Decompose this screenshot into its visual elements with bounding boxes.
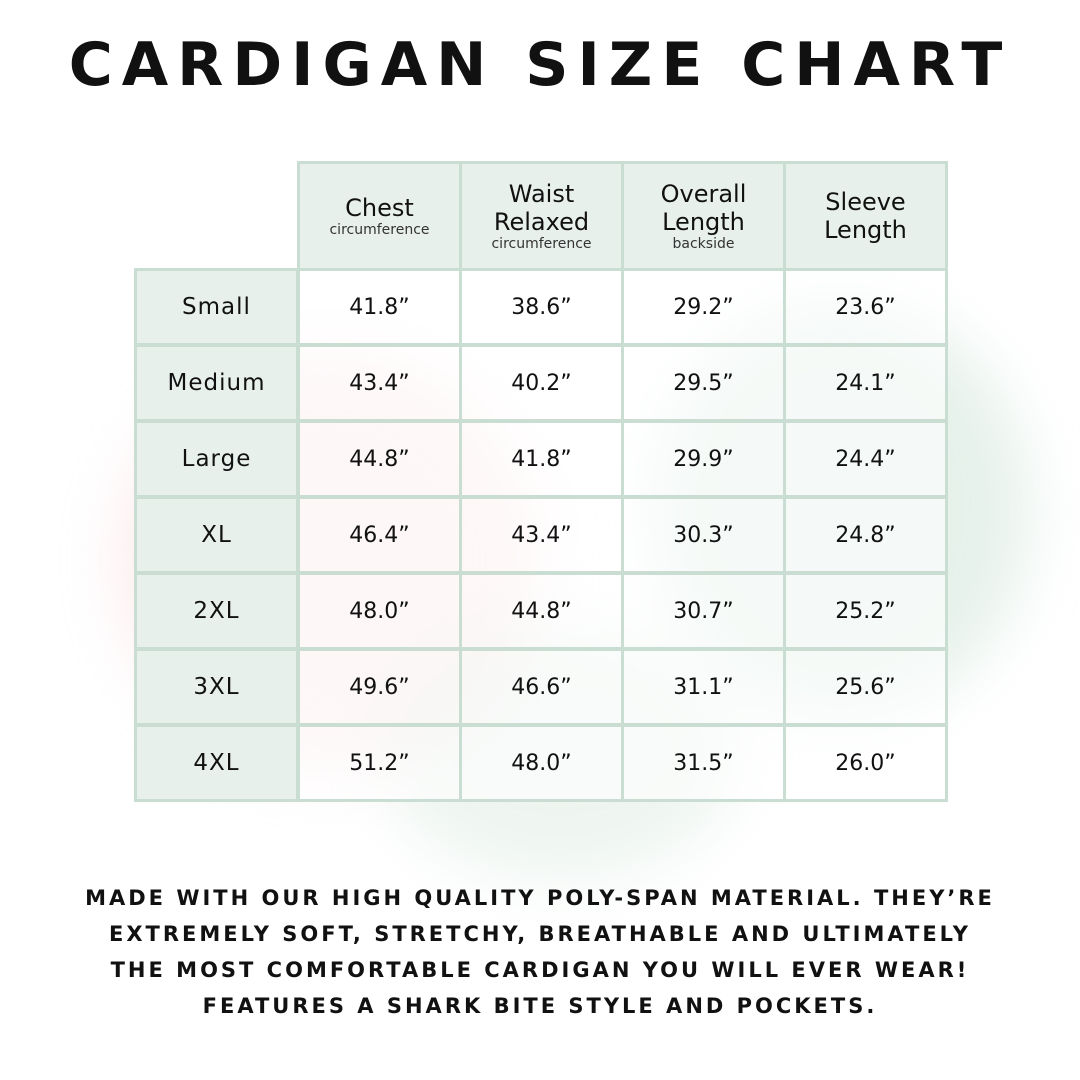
- table-cell: 24.8”: [783, 496, 948, 574]
- table-cell: 30.3”: [621, 496, 786, 574]
- column-header: Sleeve Length: [783, 161, 948, 271]
- column-title: Waist Relaxed: [493, 180, 590, 236]
- description-line: MADE WITH OUR HIGH QUALITY POLY-SPAN MAT…: [85, 886, 995, 910]
- table-cell: 46.6”: [459, 648, 624, 726]
- table-cell: 44.8”: [297, 420, 462, 498]
- row-label-size: 2XL: [134, 572, 299, 650]
- table-cell: 29.9”: [621, 420, 786, 498]
- table-cell: 23.6”: [783, 268, 948, 346]
- table-cell: 26.0”: [783, 724, 948, 802]
- description-line: EXTREMELY SOFT, STRETCHY, BREATHABLE AND…: [109, 922, 971, 946]
- table-cell: 25.2”: [783, 572, 948, 650]
- description-line: THE MOST COMFORTABLE CARDIGAN YOU WILL E…: [110, 958, 970, 982]
- column-title: Overall Length: [660, 180, 747, 236]
- table-cell: 25.6”: [783, 648, 948, 726]
- row-label-size: Large: [134, 420, 299, 498]
- table-cell: 49.6”: [297, 648, 462, 726]
- table-cell: 44.8”: [459, 572, 624, 650]
- table-cell: 48.0”: [297, 572, 462, 650]
- table-cell: 46.4”: [297, 496, 462, 574]
- column-title: Sleeve Length: [824, 188, 907, 244]
- table-cell: 43.4”: [459, 496, 624, 574]
- table-cell: 24.4”: [783, 420, 948, 498]
- column-subtitle: backside: [672, 236, 735, 252]
- row-label-size: Medium: [134, 344, 299, 422]
- table-cell: 48.0”: [459, 724, 624, 802]
- row-label-size: 4XL: [134, 724, 299, 802]
- table-cell: 40.2”: [459, 344, 624, 422]
- table-cell: 30.7”: [621, 572, 786, 650]
- table-cell: 29.2”: [621, 268, 786, 346]
- table-cell: 43.4”: [297, 344, 462, 422]
- table-cell: 29.5”: [621, 344, 786, 422]
- row-label-size: XL: [134, 496, 299, 574]
- column-title: Chest: [345, 194, 414, 222]
- description: MADE WITH OUR HIGH QUALITY POLY-SPAN MAT…: [0, 880, 1080, 1024]
- table-cell: 38.6”: [459, 268, 624, 346]
- table-cell: 41.8”: [459, 420, 624, 498]
- column-header: Overall Length backside: [621, 161, 786, 271]
- table-cell: 24.1”: [783, 344, 948, 422]
- row-label-size: Small: [134, 268, 299, 346]
- column-subtitle: circumference: [329, 222, 430, 238]
- row-label-size: 3XL: [134, 648, 299, 726]
- description-line: FEATURES A SHARK BITE STYLE AND POCKETS.: [202, 994, 878, 1018]
- table-cell: 31.5”: [621, 724, 786, 802]
- table-cell: 51.2”: [297, 724, 462, 802]
- table-cell: 31.1”: [621, 648, 786, 726]
- page-title: CARDIGAN SIZE CHART: [68, 30, 1012, 100]
- column-header: Chest circumference: [297, 161, 462, 271]
- column-header: Waist Relaxed circumference: [459, 161, 624, 271]
- column-subtitle: circumference: [491, 236, 592, 252]
- table-cell: 41.8”: [297, 268, 462, 346]
